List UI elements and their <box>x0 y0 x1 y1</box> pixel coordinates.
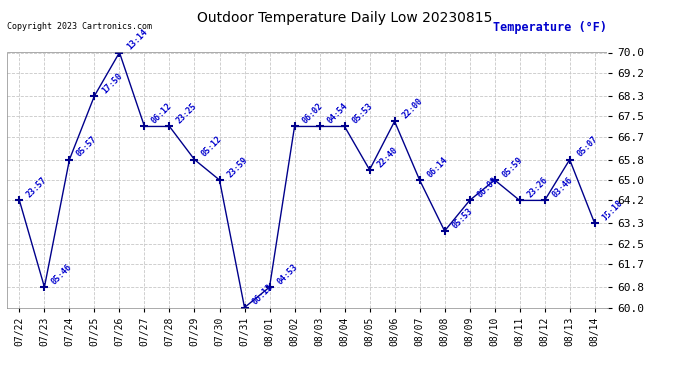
Text: 17:50: 17:50 <box>100 71 124 95</box>
Text: 22:00: 22:00 <box>400 96 424 121</box>
Text: 03:46: 03:46 <box>550 176 574 200</box>
Text: 05:07: 05:07 <box>575 135 600 159</box>
Text: 06:02: 06:02 <box>300 102 324 126</box>
Text: 15:18: 15:18 <box>600 198 624 223</box>
Text: 04:53: 04:53 <box>275 262 299 286</box>
Text: Copyright 2023 Cartronics.com: Copyright 2023 Cartronics.com <box>7 22 152 31</box>
Text: 05:12: 05:12 <box>200 135 224 159</box>
Text: 04:54: 04:54 <box>325 102 349 126</box>
Text: 13:14: 13:14 <box>125 28 149 52</box>
Text: Outdoor Temperature Daily Low 20230815: Outdoor Temperature Daily Low 20230815 <box>197 11 493 25</box>
Text: 06:14: 06:14 <box>425 155 449 179</box>
Text: 23:59: 23:59 <box>225 155 249 179</box>
Text: 05:53: 05:53 <box>350 102 374 126</box>
Text: 05:46: 05:46 <box>50 262 74 286</box>
Text: 06:09: 06:09 <box>475 176 500 200</box>
Text: 05:57: 05:57 <box>75 135 99 159</box>
Text: 23:25: 23:25 <box>175 102 199 126</box>
Text: 06:12: 06:12 <box>250 283 274 307</box>
Text: 05:59: 05:59 <box>500 155 524 179</box>
Text: 23:26: 23:26 <box>525 176 549 200</box>
Text: Temperature (°F): Temperature (°F) <box>493 21 607 34</box>
Text: 05:53: 05:53 <box>450 206 474 230</box>
Text: 22:40: 22:40 <box>375 145 400 169</box>
Text: 06:12: 06:12 <box>150 102 174 126</box>
Text: 23:57: 23:57 <box>25 176 49 200</box>
